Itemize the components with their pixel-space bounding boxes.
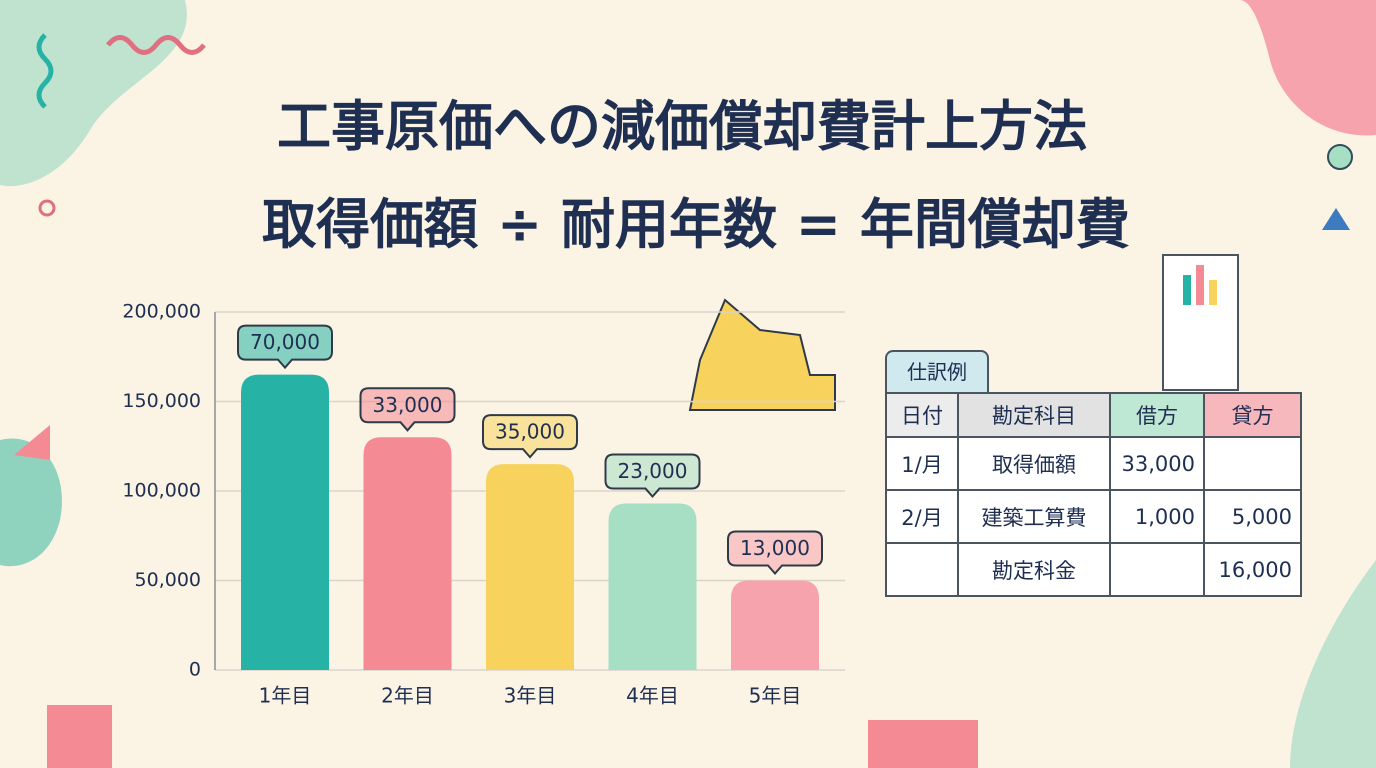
bar [486, 464, 574, 670]
decor-squiggle [36, 33, 54, 109]
callout [237, 324, 333, 370]
y-tick-label: 50,000 [135, 569, 201, 591]
y-tick-label: 150,000 [122, 390, 201, 412]
x-tick-label: 4年目 [626, 684, 679, 708]
decor-squiggle [106, 35, 206, 55]
callout-label: 35,000 [495, 420, 565, 444]
decor-blob [0, 0, 187, 187]
table-cell: 建築工算費 [957, 489, 1111, 544]
icon-bar [1183, 275, 1191, 305]
table-cell: 勘定科金 [957, 542, 1111, 597]
y-tick-label: 100,000 [122, 480, 201, 502]
decor-blob [0, 438, 62, 567]
x-tick-label: 3年目 [504, 684, 557, 708]
x-tick-label: 5年目 [749, 684, 802, 708]
table-cell: 33,000 [1109, 436, 1205, 491]
decor-circle [1327, 144, 1353, 170]
table-cell: 16,000 [1203, 542, 1302, 597]
decor-blob [1290, 560, 1376, 768]
header-cell: 日付 [885, 392, 959, 438]
callout-label: 13,000 [740, 536, 810, 560]
table-row: 1/月 取得価額 33,000 [885, 436, 1302, 491]
bar [363, 437, 452, 670]
callout [604, 453, 701, 499]
x-tick-label: 1年目 [259, 684, 312, 708]
table-cell [1109, 542, 1205, 597]
icon-bar [1209, 280, 1217, 305]
table-cell [885, 542, 959, 597]
table-cell: 1,000 [1109, 489, 1205, 544]
title: 工事原価への減価償却費計上方法 [277, 95, 1087, 158]
y-tick-label: 200,000 [122, 301, 201, 323]
table-row: 勘定科金 16,000 [885, 542, 1302, 597]
x-tick-label: 2年目 [381, 684, 434, 708]
callout-label: 23,000 [618, 459, 688, 483]
excavator [688, 298, 836, 411]
table: 日付 勘定科目 借方 貸方 1/月 取得価額 33,000 2/月 建築工算費 1,000 5,00… [885, 392, 1302, 597]
table-cell: 5,000 [1203, 489, 1302, 544]
bar [731, 580, 819, 670]
header-cell: 勘定科目 [957, 392, 1111, 438]
table-cell: 取得価額 [957, 436, 1111, 491]
icon-bar [1196, 265, 1204, 305]
decor-circle [38, 199, 56, 217]
bar [608, 503, 697, 670]
y-tick-label: 0 [189, 659, 201, 681]
bar [241, 374, 329, 670]
decor-blob [1240, 0, 1376, 136]
callout [359, 387, 456, 432]
callout-label: 33,000 [373, 393, 443, 417]
callout [727, 530, 823, 576]
table-tab: 仕訳例 [885, 350, 989, 392]
header-cell: 貸方 [1203, 392, 1302, 438]
table-row: 2/月 建築工算費 1,000 5,000 [885, 489, 1302, 544]
planter [868, 720, 978, 768]
callout-label: 70,000 [250, 330, 320, 354]
header-cell: 借方 [1109, 392, 1205, 438]
formula: 取得価額 ÷ 耐用年数 = 年間償却費 [262, 193, 1130, 256]
journal-table: 仕訳例 日付 勘定科目 借方 貸方 1/月 取得価額 33,000 2/月 建築工算費 1,000… [885, 350, 1302, 597]
callout [482, 414, 578, 459]
decor-triangle [1322, 208, 1350, 230]
table-cell: 2/月 [885, 489, 959, 544]
decor-triangle [14, 425, 50, 460]
table-cell [1203, 436, 1302, 491]
table-cell: 1/月 [885, 436, 959, 491]
planter [47, 705, 112, 768]
